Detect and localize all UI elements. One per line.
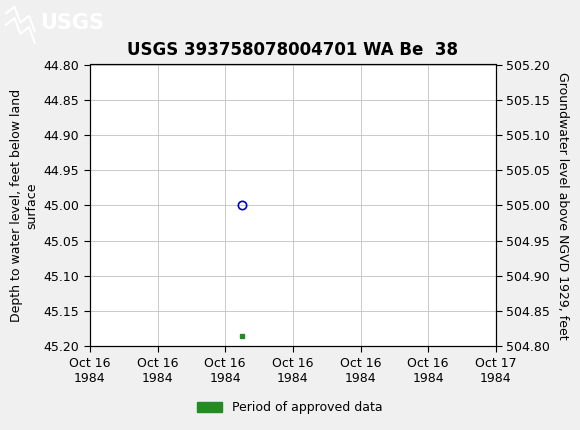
Y-axis label: Depth to water level, feet below land
surface: Depth to water level, feet below land su… [10, 89, 38, 322]
Legend: Period of approved data: Period of approved data [192, 396, 388, 419]
Y-axis label: Groundwater level above NGVD 1929, feet: Groundwater level above NGVD 1929, feet [556, 71, 569, 339]
Text: USGS: USGS [41, 13, 104, 34]
Title: USGS 393758078004701 WA Be  38: USGS 393758078004701 WA Be 38 [128, 41, 458, 59]
